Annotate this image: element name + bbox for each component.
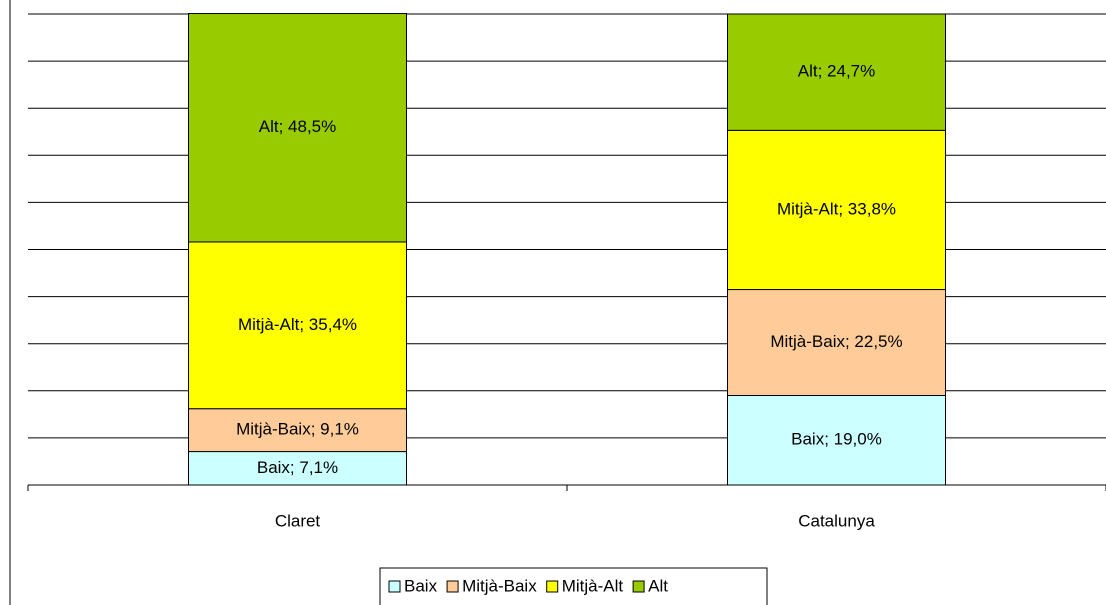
- legend-swatch: [546, 580, 559, 593]
- legend-swatch: [446, 580, 459, 593]
- bar-segment: [188, 408, 407, 453]
- data-label: Mitjà-Alt; 35,4%: [238, 315, 357, 334]
- legend-label: Alt: [648, 576, 668, 595]
- data-label: Baix; 7,1%: [257, 458, 338, 477]
- x-tick-label: Claret: [275, 511, 321, 530]
- bar-segment: [188, 241, 407, 410]
- data-label: Mitjà-Baix; 22,5%: [770, 332, 902, 351]
- x-tick-label: Catalunya: [798, 511, 875, 530]
- bar-segment: [727, 395, 946, 486]
- bar-segment: [727, 13, 946, 131]
- bar-segment: [727, 289, 946, 397]
- data-label: Mitjà-Baix; 9,1%: [236, 420, 359, 439]
- bar-segment: [188, 451, 407, 486]
- legend-swatch: [632, 580, 645, 593]
- legend-label: Mitjà-Baix: [462, 576, 537, 595]
- data-label: Alt; 48,5%: [259, 117, 337, 136]
- legend-box: [379, 567, 768, 605]
- bar-segment: [188, 13, 407, 243]
- bar-segment: [727, 129, 946, 291]
- data-label: Mitjà-Alt; 33,8%: [777, 199, 896, 218]
- data-label: Baix; 19,0%: [791, 430, 882, 449]
- legend-label: Baix: [404, 576, 438, 595]
- legend-swatch: [388, 580, 401, 593]
- data-label: Alt; 24,7%: [798, 62, 876, 81]
- legend-label: Mitjà-Alt: [562, 576, 624, 595]
